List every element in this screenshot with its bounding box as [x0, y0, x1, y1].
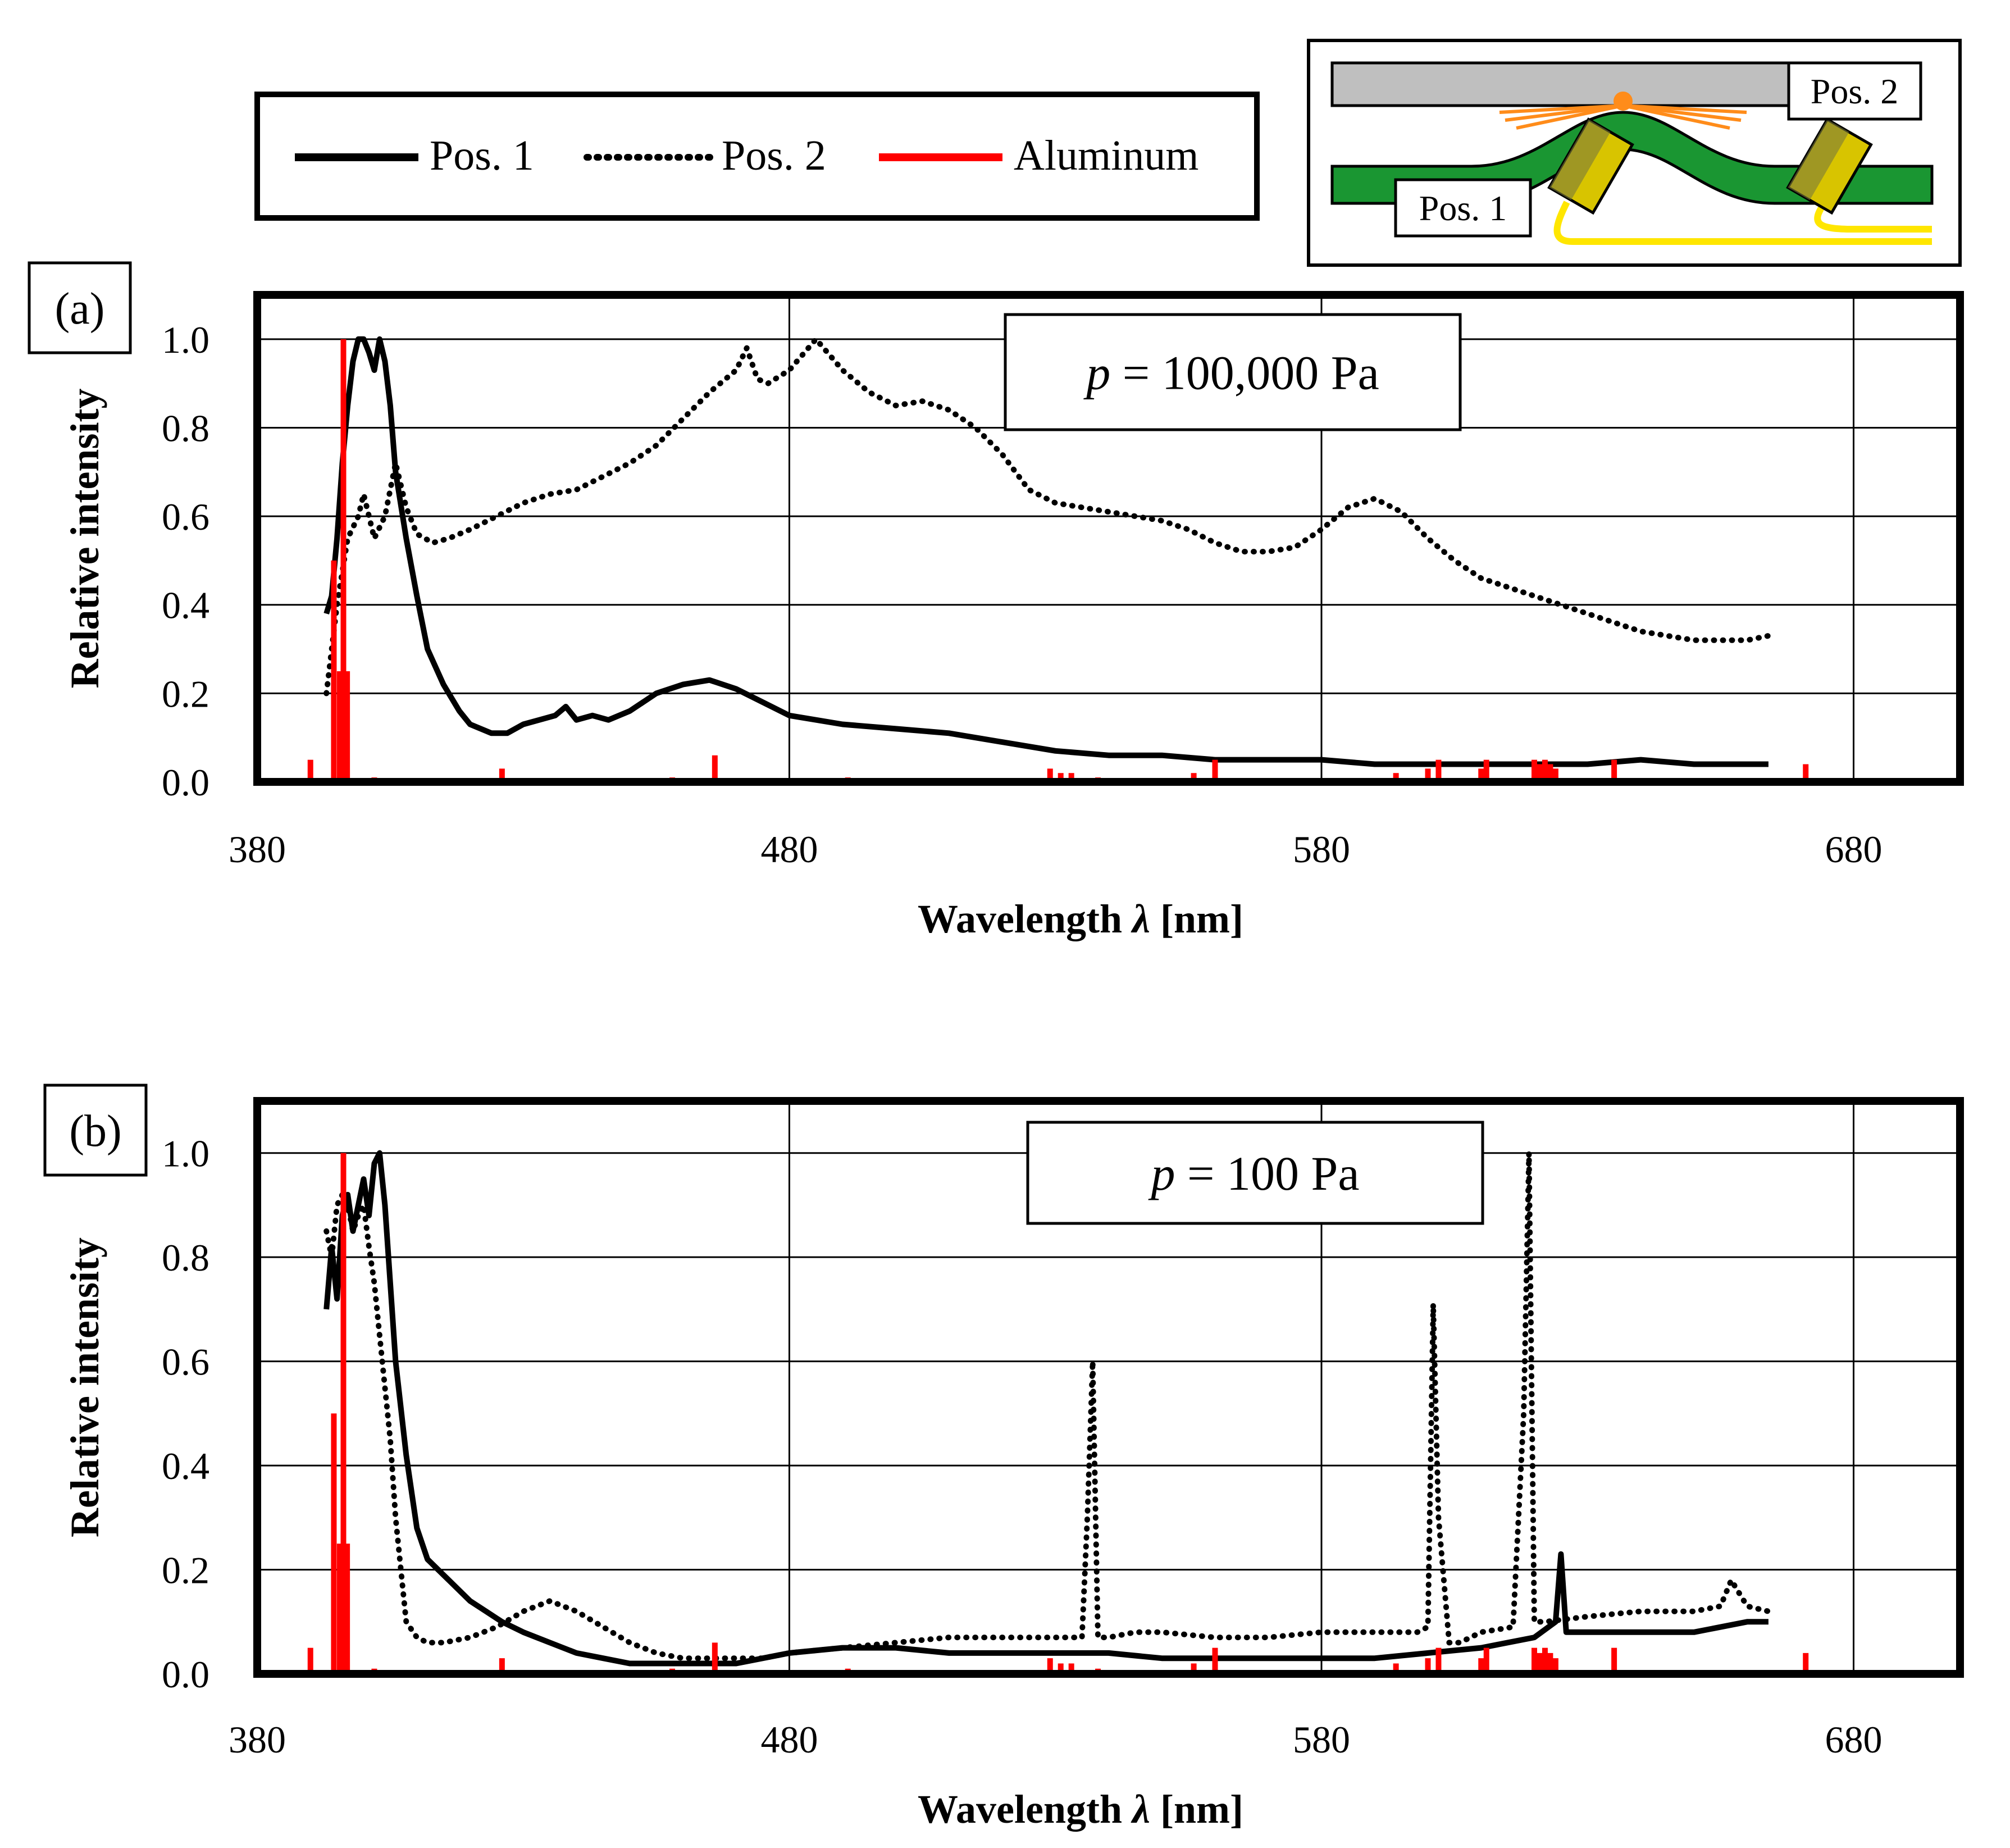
y-axis-title: Relative intensity: [62, 1237, 107, 1537]
series-pos2-line: [323, 1150, 1771, 1662]
x-axis-title-word: Wavelength: [918, 896, 1132, 941]
pressure-annotation-box: [1004, 313, 1462, 431]
x-tick-label: 380: [229, 828, 286, 871]
legend-label-aluminum: Aluminum: [1014, 132, 1198, 179]
y-tick-label: 0.4: [162, 1445, 209, 1487]
schematic-inset: Pos. 1 Pos. 2: [1307, 39, 1962, 267]
chart-panel-a: 0.0 0.2 0.4 0.6 0.8 1.0 380 480 580 680 (a) p = 100…: [28, 261, 1964, 941]
x-axis-title-word: Wavelength: [918, 1787, 1132, 1832]
pressure-annotation: p = 100,000 Pa: [1083, 346, 1379, 400]
chart-panels: 0.0 0.2 0.4 0.6 0.8 1.0 380 480 580 680 (a) p = 100…: [28, 261, 1964, 1832]
x-tick-label: 680: [1825, 1718, 1883, 1761]
schematic-fiber-pos1: [1553, 201, 1932, 245]
y-tick-label: 0.4: [162, 584, 209, 627]
legend-label-pos1: Pos. 1: [430, 132, 534, 179]
plot-frame: [253, 291, 1964, 786]
pressure-annotation: p = 100 Pa: [1147, 1146, 1359, 1200]
legend: Pos. 1 Pos. 2 Aluminum: [254, 92, 1260, 221]
legend-label-pos2: Pos. 2: [722, 132, 826, 179]
schematic-fiber-pos2: [1814, 200, 1932, 233]
x-axis-title-symbol: λ: [1131, 1787, 1150, 1832]
y-tick-label: 0.8: [162, 407, 209, 449]
panel-label-box: [28, 261, 132, 354]
y-axis-title: Relative intensity: [62, 389, 107, 689]
series-pos1-line: [323, 336, 1769, 767]
series-pos2-line: [323, 336, 1771, 697]
probe-pos1-icon: [1547, 117, 1634, 215]
pressure-variable: p: [1083, 346, 1110, 400]
series-aluminum: [257, 1153, 1960, 1676]
x-axis-title: Wavelength λ [nm]: [918, 896, 1243, 941]
y-tick-label: 0.6: [162, 1341, 209, 1383]
y-tick-label: 0.8: [162, 1236, 209, 1279]
pressure-annotation-box: [1026, 1121, 1484, 1225]
x-tick-label: 480: [761, 828, 818, 871]
pressure-value: = 100 Pa: [1175, 1146, 1359, 1200]
panel-label-box: [43, 1084, 148, 1177]
x-tick-label: 480: [761, 1718, 818, 1761]
spark-icon: [1499, 92, 1747, 130]
x-tick-label: 580: [1293, 1718, 1350, 1761]
probe-pos2-icon: [1786, 117, 1873, 215]
plot-frame: [253, 1097, 1964, 1678]
y-tick-label: 1.0: [162, 1132, 209, 1175]
schematic-pos1-box: [1394, 178, 1532, 238]
x-axis-title-symbol: λ: [1131, 896, 1150, 941]
y-tick-label: 0.2: [162, 1549, 209, 1592]
schematic-pos2-box: [1787, 61, 1922, 121]
series-pos1-line: [323, 1150, 1769, 1667]
legend-frame: [254, 92, 1260, 221]
x-axis-title-unit: [nm]: [1150, 896, 1243, 941]
x-axis-title: Wavelength λ [nm]: [918, 1787, 1243, 1832]
panel-label: (a): [55, 284, 105, 334]
x-tick-label: 380: [229, 1718, 286, 1761]
pressure-variable: p: [1147, 1146, 1175, 1200]
schematic-pos2-label: Pos. 2: [1811, 71, 1899, 111]
schematic-pos1-label: Pos. 1: [1419, 188, 1507, 228]
pressure-value: = 100,000 Pa: [1110, 346, 1379, 400]
chart-panel-b: 0.0 0.2 0.4 0.6 0.8 1.0 380 480 580 680 (b) p = 100…: [43, 1084, 1964, 1832]
y-tick-label: 0.2: [162, 672, 209, 715]
y-tick-label: 1.0: [162, 318, 209, 361]
x-tick-label: 680: [1825, 828, 1883, 871]
y-tick-label: 0.0: [162, 761, 209, 804]
panel-label: (b): [69, 1107, 121, 1156]
y-tick-label: 0.6: [162, 495, 209, 538]
x-axis-title-unit: [nm]: [1150, 1787, 1243, 1832]
x-tick-label: 580: [1293, 828, 1350, 871]
y-tick-label: 0.0: [162, 1653, 209, 1696]
